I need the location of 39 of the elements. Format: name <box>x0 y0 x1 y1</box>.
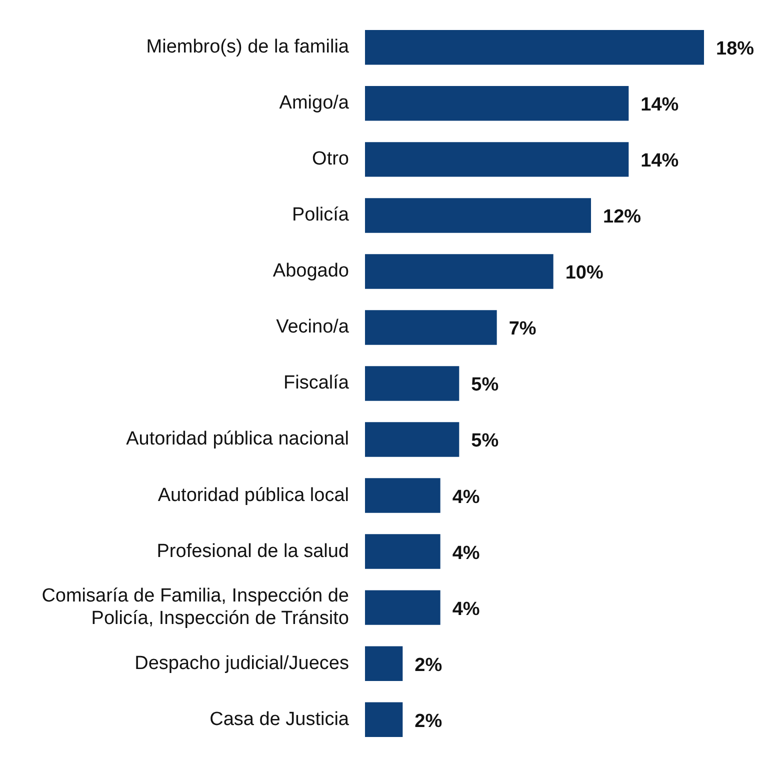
y-tick-label: Profesional de la salud <box>156 540 349 562</box>
bar <box>365 254 554 289</box>
data-label: 10% <box>565 262 604 284</box>
y-tick-label: Miembro(s) de la familia <box>146 36 350 58</box>
data-label: 4% <box>452 542 480 564</box>
bar <box>365 86 629 121</box>
bar <box>365 534 440 569</box>
data-label: 5% <box>471 374 499 396</box>
data-label: 5% <box>471 430 499 452</box>
data-label: 12% <box>603 206 642 228</box>
y-tick-label: Amigo/a <box>279 92 350 114</box>
y-tick-label: Fiscalía <box>284 372 350 394</box>
bar <box>365 142 629 177</box>
data-label: 14% <box>640 150 679 172</box>
data-label: 2% <box>414 654 442 676</box>
data-label: 4% <box>452 486 480 508</box>
bar <box>365 478 440 513</box>
bar <box>365 310 497 345</box>
y-tick-label: Despacho judicial/Jueces <box>134 652 349 674</box>
data-label: 14% <box>640 94 679 116</box>
bar <box>365 30 704 65</box>
bar <box>365 646 403 681</box>
bar <box>365 422 460 457</box>
data-label: 7% <box>508 318 536 340</box>
data-label: 2% <box>414 710 442 732</box>
bar <box>365 590 440 625</box>
bar <box>365 366 460 401</box>
y-tick-label: Autoridad pública nacional <box>126 428 349 450</box>
bar <box>365 702 403 737</box>
data-label: 18% <box>716 38 754 60</box>
y-tick-label: Otro <box>312 148 349 170</box>
bar <box>365 198 591 233</box>
y-tick-label: Vecino/a <box>276 316 350 338</box>
y-tick-label: Autoridad pública local <box>158 484 349 506</box>
y-tick-label: Policía <box>292 204 350 226</box>
y-tick-label: Comisaría de Familia, Inspección de Policía, Inspección de Tránsito <box>42 585 349 630</box>
y-tick-label: Abogado <box>272 260 349 282</box>
data-label: 4% <box>452 598 480 620</box>
y-tick-label: Casa de Justicia <box>210 708 350 730</box>
